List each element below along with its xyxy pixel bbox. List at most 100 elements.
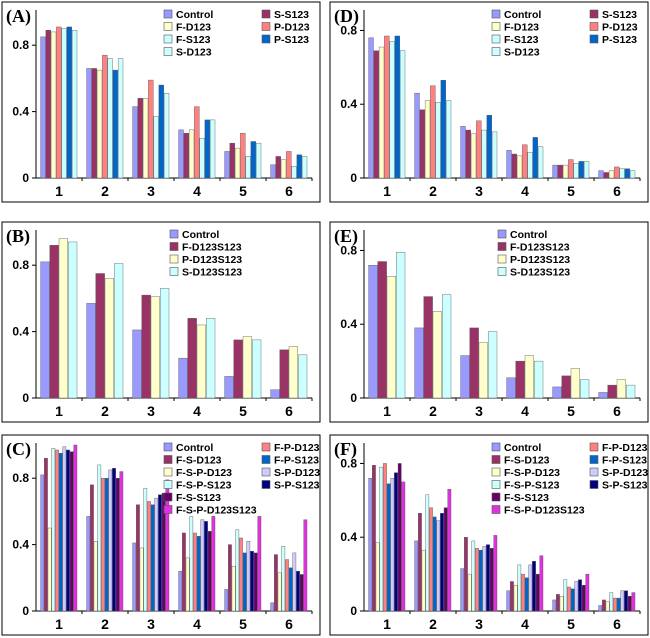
legend-swatch [163,455,173,464]
bar [101,478,105,612]
bar [234,147,241,179]
bar [296,570,300,612]
bar [414,540,419,612]
legend-swatch [163,505,173,514]
bar [616,597,621,612]
bar [491,131,498,179]
y-tick-label: 0 [350,604,357,618]
x-tick-label: 4 [521,616,529,632]
bar [107,58,113,179]
bar [425,494,430,612]
legend-label: S-S123 [602,9,637,21]
legend-label: F-S-P-D123S123 [504,505,585,517]
legend-swatch [163,9,173,19]
x-tick-label: 3 [475,616,483,632]
bar [136,504,140,612]
bar [115,478,120,612]
bar [113,263,124,399]
bar [476,120,482,179]
bar [383,463,387,612]
bar [153,116,159,179]
x-tick-label: 1 [55,616,63,632]
bar [93,541,98,612]
bar [161,492,166,612]
bar [224,151,230,179]
bar [62,446,67,612]
bar [375,542,380,612]
bar [527,151,533,179]
bar [556,594,560,612]
bar [224,376,234,399]
bar [506,150,512,179]
bar [443,507,448,612]
bar [286,151,292,179]
bar [368,37,374,179]
bar [539,555,544,612]
legend: Control F-P-D123 F-S-D123 F-P-S123 F-S-P-D12… [163,442,320,517]
bar [524,355,535,399]
legend-label: S-D123S123 [182,267,242,279]
bar [447,489,452,612]
legend-label: F-S-S123 [504,492,549,504]
bar [419,109,425,179]
bar [467,573,472,612]
y-tick-label: 0 [350,391,357,405]
legend-swatch [589,480,599,489]
bar [154,497,159,612]
bar [517,564,522,612]
legend-swatch [261,34,271,44]
x-tick-label: 2 [101,403,109,419]
bar [163,93,170,179]
bar [368,478,373,612]
legend-label: P-D123 [274,22,310,34]
bar [112,69,118,179]
legend-label: S-D123 [176,47,212,59]
bar [532,561,536,612]
bar [231,565,236,612]
bar [626,384,636,399]
bar [205,318,216,399]
bar [58,238,69,399]
legend-label: F-S-S123 [176,492,221,504]
panel-label: (D) [334,6,359,27]
x-tick-label: 4 [193,616,201,632]
bar [147,501,151,612]
bar [150,296,161,399]
bar [104,478,109,612]
legend-label: F-P-D123 [274,442,320,454]
panel-0: (A) 0 0.4 0.8 1 2 3 4 5 6 Control S-S123 F-D123 P-D12… [1,1,321,203]
bar [69,451,74,612]
bar [489,548,494,612]
legend-swatch [261,455,271,464]
legend-label: F-P-S123 [274,455,319,467]
legend-swatch [491,505,501,514]
x-tick-label: 5 [239,616,247,632]
bar [142,98,149,179]
bar [182,532,186,612]
legend-swatch [169,254,179,264]
panel-label: (C) [6,439,31,460]
x-tick-label: 2 [429,403,437,419]
legend-label: Control [504,442,541,454]
legend-swatch [491,47,501,56]
legend-swatch [491,455,501,464]
y-tick-label: 0 [350,171,357,185]
bar [204,119,210,179]
bar [397,463,402,612]
bar [557,164,563,179]
bar [585,573,590,612]
bar [429,507,433,612]
legend-swatch [261,442,271,452]
bar [535,573,540,612]
bar [187,318,197,399]
bar [242,336,253,399]
bar [139,547,144,612]
legend-swatch [589,455,599,464]
bar [86,516,91,612]
bar [614,166,620,179]
bar [482,546,487,612]
bar [372,465,376,612]
x-tick-label: 3 [147,403,155,419]
bar [188,129,195,179]
